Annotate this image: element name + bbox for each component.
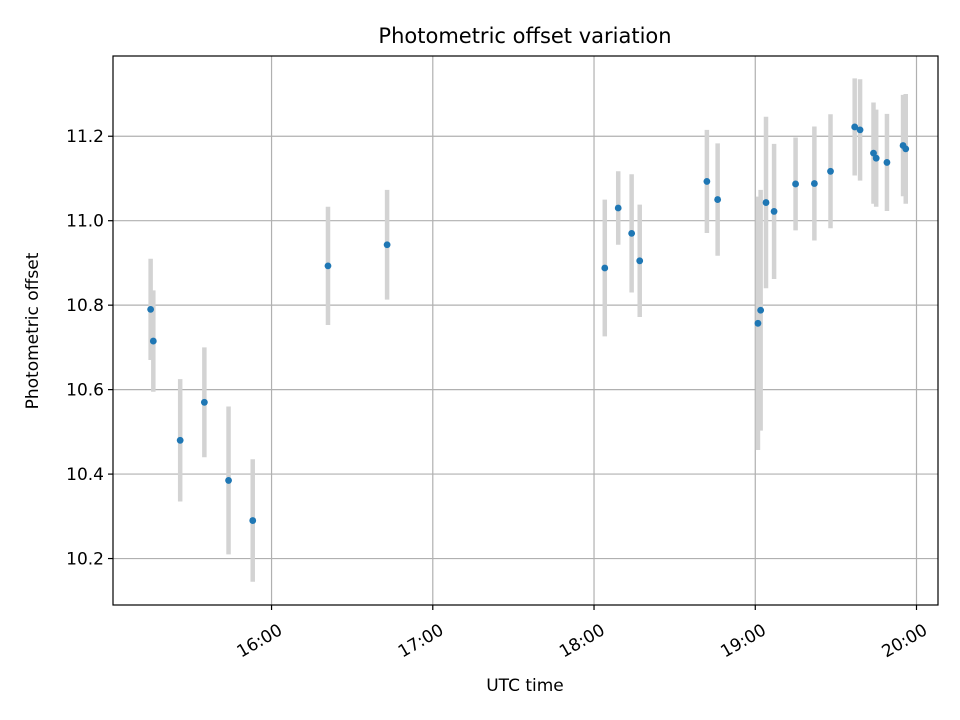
y-tick-label: 10.8 bbox=[66, 296, 104, 316]
y-tick-label: 10.2 bbox=[66, 550, 104, 570]
chart-title: Photometric offset variation bbox=[378, 24, 671, 48]
data-point bbox=[714, 196, 722, 203]
data-point bbox=[225, 477, 232, 484]
data-point bbox=[883, 159, 891, 166]
data-point bbox=[149, 337, 157, 345]
y-tick-label: 11.0 bbox=[66, 212, 104, 232]
data-point bbox=[872, 154, 880, 162]
data-point bbox=[383, 241, 391, 249]
data-point bbox=[249, 517, 257, 524]
y-axis-label: Photometric offset bbox=[23, 252, 43, 409]
data-point bbox=[176, 436, 184, 444]
data-point bbox=[762, 199, 770, 206]
data-point bbox=[792, 180, 799, 188]
data-point bbox=[757, 306, 765, 314]
data-point bbox=[770, 208, 778, 215]
data-point bbox=[754, 319, 762, 327]
data-point bbox=[324, 262, 332, 270]
data-point bbox=[601, 264, 609, 272]
plot-frame bbox=[112, 55, 939, 606]
data-point bbox=[851, 123, 859, 131]
data-point bbox=[614, 204, 622, 212]
data-point bbox=[636, 257, 644, 265]
data-point bbox=[856, 126, 864, 134]
data-point bbox=[902, 145, 910, 153]
data-point bbox=[147, 305, 155, 313]
data-point bbox=[810, 180, 818, 187]
data-point bbox=[827, 167, 834, 175]
y-tick-label: 11.2 bbox=[66, 127, 104, 147]
data-points bbox=[147, 123, 910, 524]
data-point bbox=[628, 229, 636, 237]
x-axis-label: UTC time bbox=[486, 676, 564, 696]
y-tick-label: 10.4 bbox=[66, 465, 104, 485]
data-point bbox=[200, 398, 208, 406]
data-point bbox=[703, 178, 711, 185]
data-point bbox=[870, 149, 877, 157]
y-tick-label: 10.6 bbox=[66, 381, 104, 401]
